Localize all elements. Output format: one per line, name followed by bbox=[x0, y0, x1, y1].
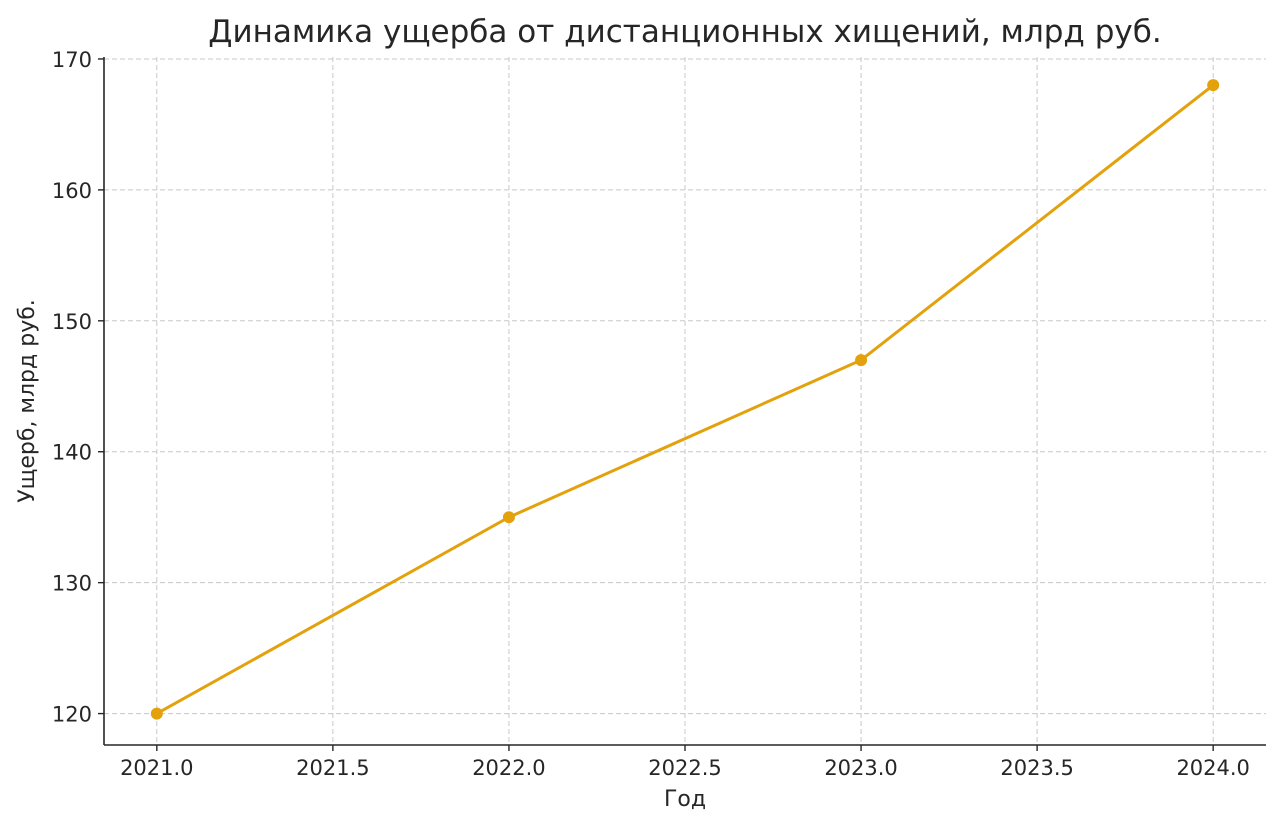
series-line bbox=[156, 83, 1215, 715]
x-tick-label: 2023.0 bbox=[824, 756, 897, 780]
x-tick-label: 2022.0 bbox=[472, 756, 545, 780]
y-tick-label: 150 bbox=[52, 310, 92, 334]
data-point bbox=[502, 511, 515, 524]
x-tick-label: 2023.5 bbox=[1000, 756, 1073, 780]
chart-title: Динамика ущерба от дистанционных хищений… bbox=[208, 14, 1161, 50]
x-tick-label: 2021.5 bbox=[296, 756, 369, 780]
y-tick-label: 140 bbox=[52, 441, 92, 465]
x-tick-label: 2022.5 bbox=[648, 756, 721, 780]
data-point bbox=[855, 354, 868, 367]
y-tick-label: 120 bbox=[52, 703, 92, 727]
y-axis-label: Ущерб, млрд руб. bbox=[15, 299, 40, 503]
data-point bbox=[1207, 79, 1220, 92]
y-tick-label: 170 bbox=[52, 48, 92, 72]
y-tick-label: 130 bbox=[52, 572, 92, 596]
data-point bbox=[150, 707, 163, 720]
x-axis-label: Год bbox=[664, 787, 706, 812]
y-tick-label: 160 bbox=[52, 179, 92, 203]
x-tick-label: 2021.0 bbox=[120, 756, 193, 780]
x-tick-label: 2024.0 bbox=[1176, 756, 1249, 780]
